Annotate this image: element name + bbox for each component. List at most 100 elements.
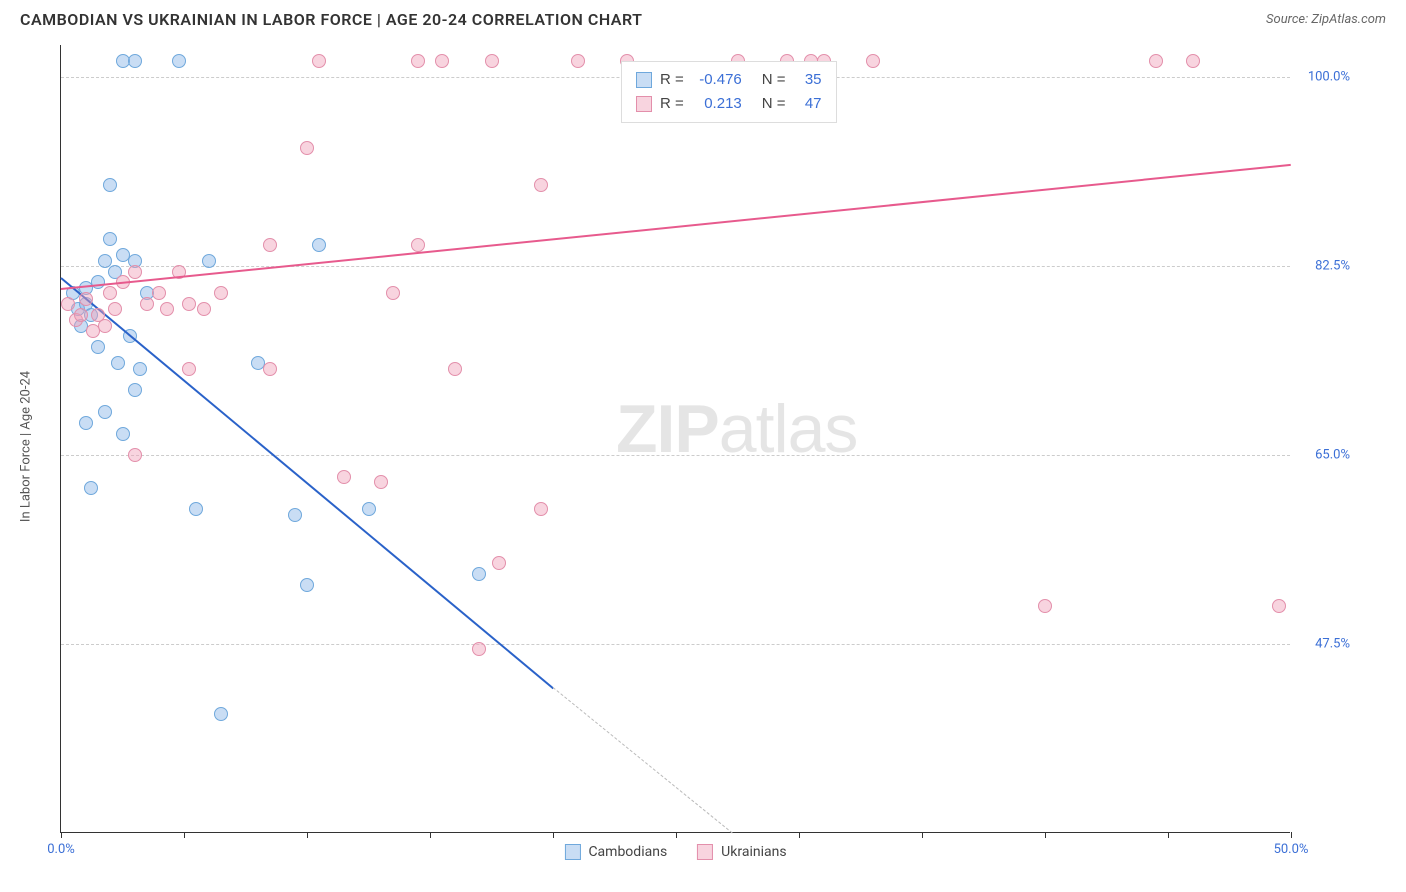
scatter-point [374,475,388,489]
scatter-point [300,141,314,155]
scatter-point [128,383,142,397]
trend-line [61,164,1291,290]
legend-swatch [564,844,580,860]
scatter-point [214,707,228,721]
scatter-point [182,297,196,311]
stats-row: R =-0.476N =35 [636,68,822,92]
watermark: ZIPatlas [616,390,857,468]
scatter-point [534,178,548,192]
scatter-point [197,302,211,316]
trend-line-dashed [553,687,733,834]
stats-n-label: N = [762,68,786,92]
scatter-point [1186,54,1200,68]
scatter-point [263,362,277,376]
scatter-point [61,297,75,311]
scatter-point [337,470,351,484]
scatter-point [386,286,400,300]
stats-row: R = 0.213 N = 47 [636,92,822,116]
scatter-point [492,556,506,570]
scatter-point [98,405,112,419]
scatter-point [128,448,142,462]
legend-label: Ukrainians [721,844,786,860]
scatter-point [202,254,216,268]
scatter-point [172,54,186,68]
scatter-point [103,286,117,300]
legend-swatch [636,72,652,88]
legend-swatch [697,844,713,860]
scatter-point [103,178,117,192]
scatter-point [534,502,548,516]
stats-n-value: 35 [794,68,822,92]
x-tick [1045,832,1046,838]
scatter-point [362,502,376,516]
scatter-point [300,578,314,592]
stats-r-value: 0.213 [692,92,742,116]
y-tick-label: 82.5% [1315,259,1350,274]
scatter-point [103,232,117,246]
scatter-point [1272,599,1286,613]
source-attribution: Source: ZipAtlas.com [1266,12,1386,27]
scatter-point [91,275,105,289]
scatter-point [472,567,486,581]
scatter-point [435,54,449,68]
stats-box: R = -0.476 N = 35R = 0.213 N = 47 [621,61,837,123]
plot-area: In Labor Force | Age 20-24 47.5%65.0%82.… [60,45,1290,833]
gridline-h [61,644,1290,645]
scatter-point [448,362,462,376]
scatter-point [312,54,326,68]
x-tick [676,832,677,838]
stats-n-label: N = [762,92,786,116]
y-tick-label: 100.0% [1308,70,1350,85]
scatter-point [111,356,125,370]
x-tick [307,832,308,838]
scatter-point [214,286,228,300]
scatter-point [411,54,425,68]
x-tick [553,832,554,838]
trend-line [60,277,553,689]
y-axis-label: In Labor Force | Age 20-24 [19,370,34,521]
x-tick-label: 0.0% [47,842,75,857]
legend-swatch [636,96,652,112]
scatter-point [152,286,166,300]
scatter-point [79,292,93,306]
y-tick-label: 47.5% [1315,637,1350,652]
scatter-point [866,54,880,68]
scatter-point [571,54,585,68]
legend-item: Cambodians [564,844,667,860]
scatter-point [91,340,105,354]
gridline-h [61,266,1290,267]
stats-n-value: 47 [794,92,822,116]
scatter-point [472,642,486,656]
scatter-point [116,427,130,441]
scatter-point [1149,54,1163,68]
scatter-point [128,54,142,68]
x-tick [430,832,431,838]
scatter-point [288,508,302,522]
scatter-point [140,297,154,311]
scatter-point [189,502,203,516]
chart-title: CAMBODIAN VS UKRAINIAN IN LABOR FORCE | … [20,10,642,29]
y-tick-label: 65.0% [1315,448,1350,463]
x-tick-label: 50.0% [1274,842,1309,857]
x-tick [1291,832,1292,838]
scatter-point [312,238,326,252]
x-tick [184,832,185,838]
scatter-point [1038,599,1052,613]
scatter-point [108,302,122,316]
scatter-point [74,308,88,322]
x-tick [799,832,800,838]
scatter-point [182,362,196,376]
scatter-point [485,54,499,68]
scatter-point [133,362,147,376]
x-tick [922,832,923,838]
scatter-point [98,319,112,333]
bottom-legend: Cambodians Ukrainians [564,844,786,860]
stats-r-value: -0.476 [692,68,742,92]
scatter-point [411,238,425,252]
scatter-point [160,302,174,316]
scatter-point [263,238,277,252]
x-tick [61,832,62,838]
legend-label: Cambodians [588,844,667,860]
stats-r-label: R = [660,92,684,116]
scatter-point [79,416,93,430]
